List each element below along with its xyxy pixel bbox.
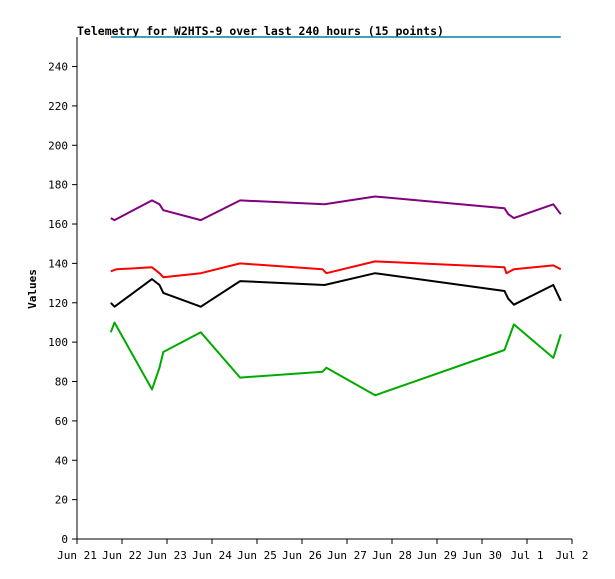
- x-tick-label: Jun 29: [417, 549, 457, 562]
- y-tick-label: 40: [55, 454, 68, 467]
- y-axis-ticks: 0 20 40 60 80 100 120 140 160 180 200 220 240: [48, 61, 77, 546]
- series-lines: [109, 36, 562, 397]
- y-tick-label: 120: [48, 297, 68, 310]
- y-tick-label: 220: [48, 100, 68, 113]
- x-axis-ticks: Jun 21 Jun 22 Jun 23 Jun 24 Jun 25 Jun 26 Jun …: [57, 539, 589, 562]
- series-line-1: [110, 260, 562, 279]
- series-line-2: [110, 272, 562, 308]
- series-line-3: [109, 321, 562, 397]
- y-tick-label: 20: [55, 494, 68, 507]
- x-tick-label: Jun 23: [147, 549, 187, 562]
- y-tick-label: 80: [55, 376, 68, 389]
- y-tick-label: 200: [48, 139, 68, 152]
- y-axis-label: Values: [26, 269, 39, 309]
- y-tick-label: 60: [55, 415, 68, 428]
- y-tick-label: 0: [61, 533, 68, 546]
- y-tick-label: 240: [48, 61, 68, 74]
- x-tick-label: Jul 2: [555, 549, 588, 562]
- x-tick-label: Jun 26: [282, 549, 322, 562]
- y-tick-label: 100: [48, 336, 68, 349]
- x-tick-label: Jun 24: [192, 549, 232, 562]
- y-tick-label: 180: [48, 179, 68, 192]
- x-tick-label: Jun 21: [57, 549, 97, 562]
- series-line-0: [110, 195, 562, 222]
- x-tick-label: Jun 27: [327, 549, 367, 562]
- x-tick-label: Jun 22: [102, 549, 142, 562]
- x-tick-label: Jul 1: [510, 549, 543, 562]
- y-tick-label: 140: [48, 257, 68, 270]
- x-tick-label: Jun 28: [372, 549, 412, 562]
- x-tick-label: Jun 25: [237, 549, 277, 562]
- y-tick-label: 160: [48, 218, 68, 231]
- x-tick-label: Jun 30: [462, 549, 502, 562]
- chart-title: Telemetry for W2HTS-9 over last 240 hour…: [77, 24, 444, 38]
